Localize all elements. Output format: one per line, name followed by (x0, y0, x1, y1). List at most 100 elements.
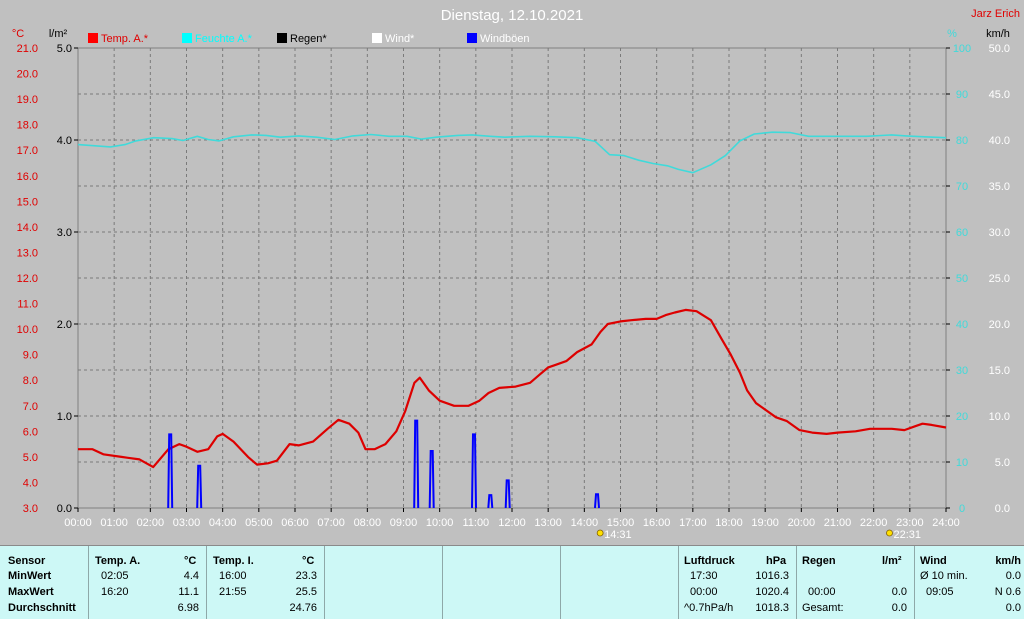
x-tick-label: 20:00 (788, 517, 816, 529)
wind-gust-spike (413, 419, 420, 509)
temp-a-min-value: 4.4 (183, 570, 199, 582)
temp-tick-label: 8.0 (23, 375, 38, 387)
panel-divider (914, 546, 915, 619)
temp-tick-label: 21.0 (17, 43, 38, 55)
rain-max-value: 0.0 (891, 586, 907, 598)
humidity-tick-label: 0 (959, 503, 965, 515)
temp-tick-label: 12.0 (17, 273, 38, 285)
legend-label-wind: Wind* (385, 33, 415, 45)
temp-tick-label: 3.0 (23, 503, 38, 515)
rain-tick-label: 3.0 (57, 227, 72, 239)
humidity-tick-label: 70 (956, 181, 968, 193)
rain-tick-label: 1.0 (57, 411, 72, 423)
row-label-max: MaxWert (8, 586, 54, 598)
sun-time-label: 14:31 (604, 529, 632, 541)
rain-header: Regen (802, 555, 836, 567)
legend: Temp. A.* Feuchte A.* Regen* Wind* Windb… (88, 33, 530, 45)
sunset-icon (886, 529, 893, 537)
humidity-tick-label: 60 (956, 227, 968, 239)
temperature-line (78, 308, 947, 469)
legend-swatch-wind (372, 33, 382, 43)
wind-tick-label: 35.0 (989, 181, 1010, 193)
x-tick-label: 18:00 (715, 517, 743, 529)
wind-mean-value: 0.0 (1005, 602, 1021, 614)
temp-tick-label: 13.0 (17, 247, 38, 259)
pressure-trend: ^0.7hPa/h (684, 602, 734, 614)
x-tick-label: 08:00 (354, 517, 382, 529)
temp-tick-label: 9.0 (23, 350, 38, 362)
legend-swatch-humidity (182, 33, 192, 43)
x-tick-label: 07:00 (317, 517, 345, 529)
x-tick-label: 17:00 (679, 517, 707, 529)
temp-tick-label: 5.0 (23, 452, 38, 464)
rain-max-time: 00:00 (808, 586, 836, 598)
row-label-avg: Durchschnitt (8, 602, 76, 614)
data-series (77, 131, 947, 509)
wind-avg-value: 0.0 (1005, 570, 1021, 582)
humidity-tick-label: 40 (956, 319, 968, 331)
pressure-max-value: 1020.4 (755, 586, 789, 598)
x-tick-label: 22:00 (860, 517, 888, 529)
row-label-min: MinWert (8, 570, 52, 582)
x-tick-label: 11:00 (462, 517, 489, 529)
sunrise-icon (596, 529, 604, 537)
temp-tick-label: 19.0 (17, 94, 38, 106)
weather-chart: 00:00 01:00 02:00 03:00 04:00 05:00 06:00 07:00… (0, 0, 1024, 545)
wind-unit: km/h (995, 555, 1021, 567)
wind-tick-label: 0.0 (995, 503, 1010, 515)
statistics-panel: Sensor MinWert MaxWert Durchschnitt Temp… (0, 545, 1024, 619)
sensor-header: Sensor (8, 555, 46, 567)
temp-tick-label: 18.0 (17, 120, 38, 132)
wind-tick-label: 40.0 (989, 135, 1010, 147)
x-tick-label: 03:00 (173, 517, 201, 529)
temp-a-unit: °C (184, 555, 197, 567)
humidity-tick-label: 20 (956, 411, 968, 423)
pressure-min-value: 1016.3 (755, 570, 789, 582)
temp-tick-label: 10.0 (17, 324, 38, 336)
rain-tick-label: 4.0 (57, 135, 72, 147)
temp-tick-label: 7.0 (23, 401, 38, 413)
x-tick-label: 12:00 (498, 517, 526, 529)
pressure-avg-value: 1018.3 (755, 602, 789, 614)
panel-divider (678, 546, 679, 619)
temp-tick-label: 14.0 (17, 222, 38, 234)
temp-a-min-time: 02:05 (101, 570, 129, 582)
temp-a-avg-value: 6.98 (177, 602, 199, 614)
humidity-tick-label: 80 (956, 135, 968, 147)
wind-gust-spike (428, 450, 435, 509)
x-tick-label: 10:00 (426, 517, 454, 529)
x-tick-label: 14:00 (571, 517, 599, 529)
wind-tick-label: 45.0 (989, 89, 1010, 101)
temp-a-max-value: 11.1 (178, 586, 199, 598)
sun-time-label: 22:31 (893, 529, 921, 541)
wind-gust-spike (167, 433, 174, 509)
wind-gust-spike (471, 433, 477, 509)
wind-max-value: N 0.6 (994, 586, 1021, 598)
temp-i-header: Temp. I. (213, 555, 254, 567)
pressure-header: Luftdruck (684, 555, 735, 567)
temp-tick-label: 17.0 (17, 145, 38, 157)
wind-tick-label: 10.0 (989, 411, 1010, 423)
panel-divider (206, 546, 207, 619)
pressure-min-time: 17:30 (690, 570, 718, 582)
x-tick-label: 23:00 (896, 517, 924, 529)
temp-i-min-time: 16:00 (219, 570, 247, 582)
wind-tick-label: 50.0 (989, 43, 1010, 55)
temp-i-avg-value: 24.76 (289, 602, 317, 614)
temp-tick-label: 4.0 (23, 477, 38, 489)
wind-gust-spike (196, 464, 203, 509)
temp-i-unit: °C (302, 555, 315, 567)
x-tick-label: 02:00 (137, 517, 165, 529)
x-tick-label: 13:00 (534, 517, 562, 529)
humidity-tick-label: 100 (953, 43, 971, 55)
x-tick-label: 06:00 (281, 517, 309, 529)
wind-header: Wind (920, 555, 947, 567)
temp-tick-label: 6.0 (23, 426, 38, 438)
panel-divider (88, 546, 89, 619)
rain-tick-label: 0.0 (57, 503, 72, 515)
panel-divider (796, 546, 797, 619)
chart-title: Dienstag, 12.10.2021 (441, 7, 584, 24)
x-tick-label: 09:00 (390, 517, 418, 529)
wind-gust-spike (594, 493, 600, 509)
wind-axis-unit: km/h (986, 28, 1010, 40)
